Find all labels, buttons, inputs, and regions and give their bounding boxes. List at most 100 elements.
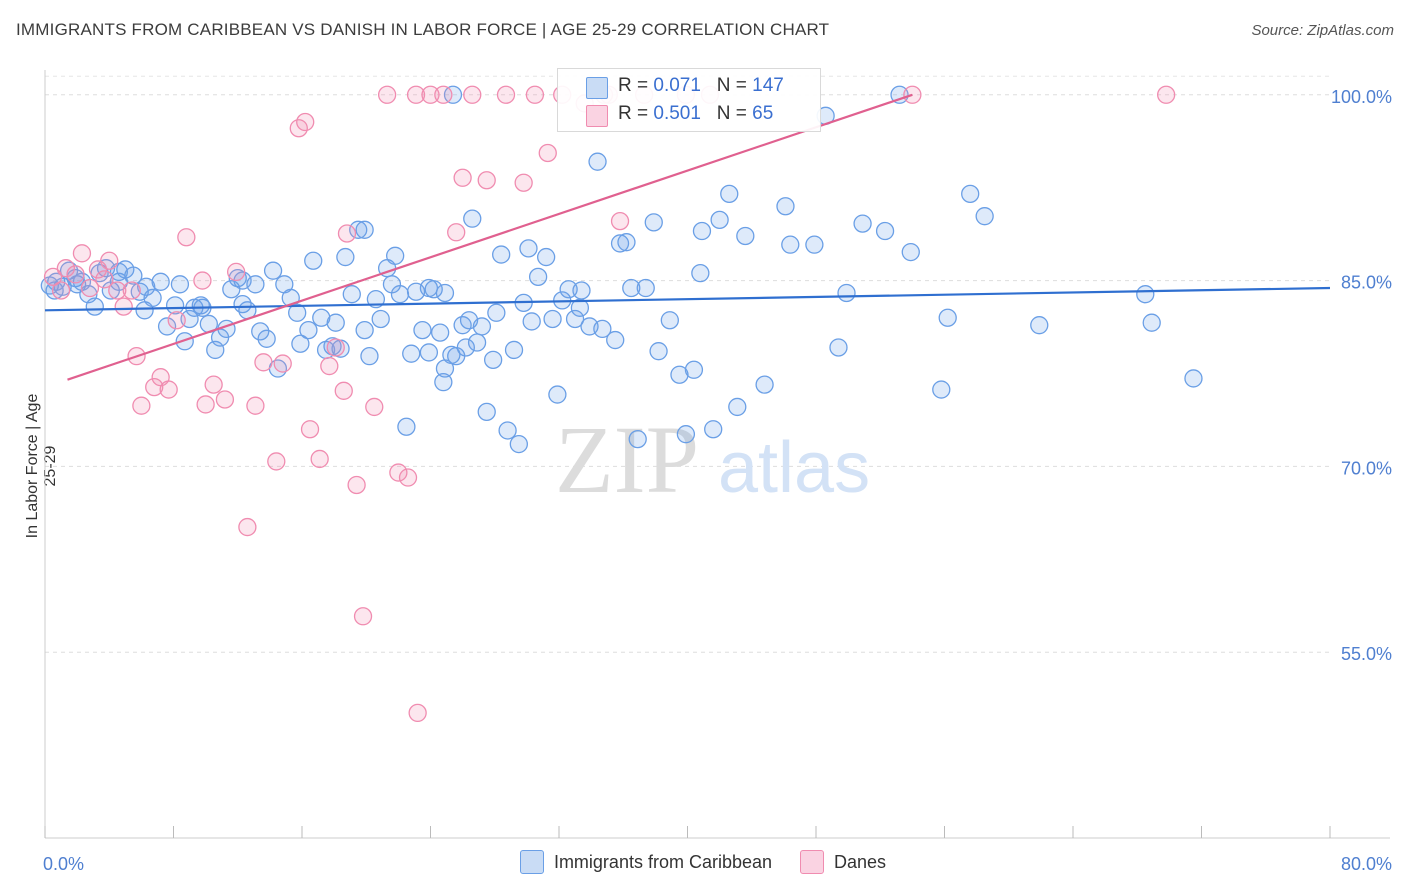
caribbean-point-124 — [875, 221, 895, 241]
caribbean-point-123 — [853, 214, 872, 233]
caribbean-point-55 — [371, 309, 390, 329]
caribbean-point-99 — [617, 233, 636, 252]
danes-point-26 — [254, 353, 273, 372]
caribbean-point-82 — [509, 434, 528, 454]
caribbean-point-44 — [312, 308, 331, 327]
y-tick-label-2: 85.0% — [1341, 273, 1392, 293]
caribbean-point-17 — [151, 272, 170, 291]
caribbean-point-110 — [692, 221, 712, 241]
caribbean-point-47 — [326, 313, 345, 332]
caribbean-point-107 — [676, 425, 696, 444]
danes-point-1 — [51, 281, 71, 300]
caribbean-point-63 — [413, 320, 432, 340]
danes-point-3 — [66, 265, 85, 284]
caribbean-point-40 — [288, 303, 307, 322]
caribbean-point-131 — [1030, 316, 1049, 335]
caribbean-point-119 — [805, 235, 824, 254]
caribbean-point-112 — [710, 210, 729, 230]
caribbean-point-139 — [355, 220, 374, 239]
caribbean-point-87 — [537, 247, 556, 267]
danes-point-5 — [80, 278, 100, 298]
caribbean-point-140 — [572, 281, 591, 300]
danes-point-36 — [337, 224, 357, 243]
danes-point-47 — [447, 223, 466, 242]
caribbean-point-95 — [588, 152, 607, 171]
legend-label-danes: Danes — [834, 851, 887, 872]
caribbean-point-41 — [291, 334, 310, 353]
caribbean-point-114 — [728, 397, 747, 417]
caribbean-point-73 — [463, 209, 482, 228]
danes-point-38 — [353, 607, 373, 626]
caribbean-point-88 — [543, 309, 562, 329]
caribbean-point-118 — [781, 235, 800, 254]
caribbean-point-109 — [691, 263, 710, 283]
caribbean-point-105 — [660, 311, 679, 330]
danes-point-52 — [514, 173, 533, 192]
danes-point-23 — [226, 262, 246, 282]
legend-label-caribbean: Immigrants from Caribbean — [553, 851, 773, 872]
danes-point-40 — [377, 85, 397, 104]
danes-point-32 — [310, 449, 329, 469]
legend: Immigrants from Caribbean Danes — [0, 850, 1406, 874]
danes-point-54 — [538, 143, 557, 163]
caribbean-point-104 — [649, 342, 668, 361]
caribbean-point-18 — [157, 317, 177, 336]
danes-point-34 — [326, 338, 345, 357]
caribbean-point-108 — [684, 360, 704, 379]
caribbean-point-74 — [467, 333, 487, 352]
caribbean-point-76 — [477, 402, 496, 422]
watermark-zip: ZIP — [555, 406, 699, 513]
danes-point-22 — [215, 390, 235, 409]
danes-point-4 — [72, 244, 92, 263]
caribbean-point-97 — [606, 330, 625, 350]
caribbean-point-100 — [622, 278, 641, 298]
danes-point-51 — [496, 85, 516, 104]
caribbean-point-58 — [386, 246, 405, 265]
caribbean-point-78 — [487, 303, 506, 322]
caribbean-point-79 — [492, 245, 511, 264]
caribbean-point-80 — [498, 421, 517, 440]
caribbean-point-122 — [837, 283, 856, 303]
caribbean-point-98 — [610, 234, 630, 253]
danes-point-44 — [408, 703, 427, 723]
caribbean-point-125 — [890, 85, 909, 104]
caribbean-point-103 — [644, 213, 663, 232]
legend-item-caribbean: Immigrants from Caribbean — [519, 850, 773, 874]
danes-point-27 — [267, 452, 286, 471]
caribbean-point-20 — [170, 275, 190, 294]
caribbean-point-142 — [435, 283, 455, 303]
danes-point-2 — [56, 259, 76, 278]
caribbean-point-34 — [251, 322, 270, 341]
caribbean-point-31 — [233, 294, 252, 314]
caribbean-point-133 — [1142, 313, 1161, 332]
danes-point-39 — [365, 397, 384, 417]
caribbean-point-61 — [402, 344, 421, 363]
caribbean-point-66 — [430, 323, 450, 342]
danes-point-24 — [238, 517, 257, 537]
caribbean-point-68 — [434, 373, 453, 392]
caribbean-point-7 — [85, 297, 104, 316]
caribbean-point-89 — [548, 385, 567, 404]
caribbean-point-92 — [565, 309, 585, 329]
caribbean-point-42 — [299, 320, 318, 340]
x-tick-label-0: 0.0% — [43, 854, 84, 874]
legend-item-danes: Danes — [800, 850, 886, 874]
caribbean-point-132 — [1136, 285, 1155, 304]
danes-point-9 — [108, 281, 127, 300]
danes-point-42 — [398, 468, 418, 487]
caribbean-point-64 — [419, 343, 439, 362]
stats-swatch-pink — [586, 105, 608, 127]
chart-title: IMMIGRANTS FROM CARIBBEAN VS DANISH IN L… — [16, 20, 830, 39]
caribbean-point-101 — [628, 429, 647, 449]
caribbean-point-136 — [137, 277, 156, 296]
chart-source: Source: ZipAtlas.com — [1251, 22, 1394, 39]
stats-box: R = 0.071 N = 147 R = 0.501 N = 65 — [557, 68, 821, 132]
danes-trend-line — [67, 93, 913, 381]
danes-point-0 — [43, 267, 63, 287]
caribbean-point-134 — [1184, 369, 1203, 388]
stats-row-danes: R = 0.501 N = 65 — [618, 103, 774, 124]
danes-point-28 — [273, 354, 292, 373]
stats-row-caribbean: R = 0.071 N = 147 — [618, 75, 784, 96]
caribbean-point-130 — [975, 207, 994, 226]
caribbean-point-116 — [755, 375, 774, 394]
